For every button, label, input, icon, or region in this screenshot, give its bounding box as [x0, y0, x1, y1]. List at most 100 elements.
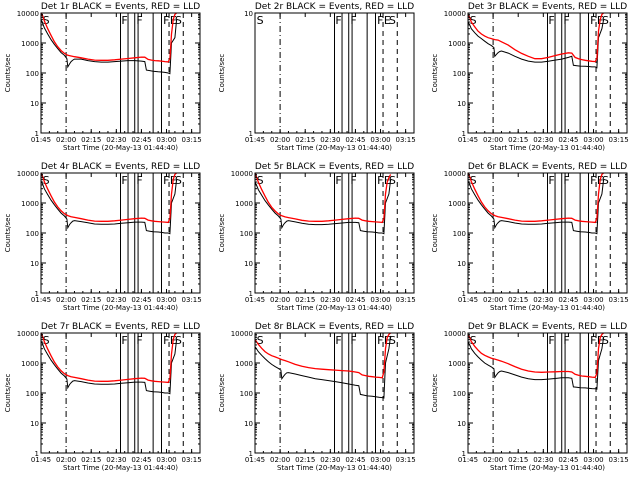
x-tick-label: 03:00 [583, 456, 603, 464]
x-tick-label: 02:45 [131, 296, 151, 304]
event-marker-f: F [377, 174, 383, 187]
chart-title: Det 2r BLACK = Events, RED = LLD [255, 2, 414, 12]
x-tick-label: 03:15 [396, 456, 416, 464]
x-tick-label: 02:45 [558, 136, 578, 144]
event-marker-f: F [121, 334, 127, 347]
chart-title: Det 5r BLACK = Events, RED = LLD [255, 162, 414, 172]
event-marker-f: F [590, 174, 596, 187]
x-tick-label: 02:00 [56, 456, 76, 464]
y-tick-label: 1 [249, 450, 253, 458]
x-tick-label: 02:00 [483, 456, 503, 464]
y-axis-label: Counts/sec [4, 54, 12, 93]
event-marker-s: S [470, 174, 477, 187]
x-tick-label: 01:45 [458, 456, 478, 464]
x-axis-label: Start Time (20-May-13 01:44:40) [63, 144, 178, 152]
lld-series-line [40, 172, 178, 224]
x-tick-label: 01:45 [31, 296, 51, 304]
x-axis-label: Start Time (20-May-13 01:44:40) [490, 304, 605, 312]
x-axis-label: Start Time (20-May-13 01:44:40) [277, 304, 392, 312]
event-marker-f: F [335, 334, 341, 347]
x-tick-label: 03:15 [396, 136, 416, 144]
x-tick-label: 02:15 [295, 296, 315, 304]
y-tick-label: 10 [30, 100, 39, 108]
y-tick-label: 10000 [444, 10, 466, 18]
plot-frame [254, 12, 415, 134]
event-marker-s: S [389, 14, 396, 27]
events-series-line [40, 19, 178, 75]
events-series-line [254, 335, 392, 399]
y-tick-label: 100 [26, 70, 39, 78]
y-axis-label: Counts/sec [431, 54, 439, 93]
y-tick-label: 1 [35, 130, 39, 138]
x-tick-label: 02:30 [533, 136, 553, 144]
lld-series-line [467, 332, 605, 379]
y-tick-label: 10000 [231, 330, 253, 338]
y-tick-label: 1000 [235, 200, 253, 208]
event-marker-s: S [602, 14, 609, 27]
event-marker-f: F [121, 174, 127, 187]
y-tick-label: 1 [249, 290, 253, 298]
event-marker-f: F [548, 334, 554, 347]
x-tick-label: 03:00 [370, 456, 390, 464]
x-tick-label: 02:15 [508, 296, 528, 304]
y-tick-label: 10 [244, 260, 253, 268]
x-tick-label: 02:45 [558, 456, 578, 464]
event-marker-f: F [563, 334, 569, 347]
x-tick-label: 01:45 [458, 296, 478, 304]
event-marker-f: F [335, 174, 341, 187]
x-tick-label: 02:00 [270, 296, 290, 304]
events-series-line [467, 179, 605, 235]
lld-series-line [467, 12, 605, 63]
x-tick-label: 02:45 [345, 136, 365, 144]
x-tick-label: 02:15 [508, 136, 528, 144]
x-tick-label: 03:00 [583, 136, 603, 144]
x-tick-label: 03:00 [370, 296, 390, 304]
event-marker-f: F [136, 334, 142, 347]
x-tick-label: 02:30 [320, 136, 340, 144]
x-tick-label: 02:15 [81, 136, 101, 144]
y-tick-label: 10000 [231, 170, 253, 178]
x-tick-label: 02:15 [508, 456, 528, 464]
event-marker-f: F [350, 334, 356, 347]
x-tick-label: 02:15 [295, 136, 315, 144]
lld-series-line [467, 172, 605, 224]
x-tick-label: 02:45 [131, 136, 151, 144]
event-marker-s: S [602, 174, 609, 187]
x-axis-label: Start Time (20-May-13 01:44:40) [490, 464, 605, 472]
x-tick-label: 02:15 [81, 456, 101, 464]
chart-title: Det 9r BLACK = Events, RED = LLD [468, 322, 627, 332]
y-tick-label: 10 [244, 10, 253, 18]
x-axis-label: Start Time (20-May-13 01:44:40) [277, 464, 392, 472]
y-tick-label: 10 [457, 260, 466, 268]
y-tick-label: 1000 [21, 200, 39, 208]
y-axis-label: Counts/sec [431, 374, 439, 413]
event-marker-f: F [563, 14, 569, 27]
x-tick-label: 03:00 [156, 136, 176, 144]
x-tick-label: 03:15 [182, 296, 202, 304]
chart-title: Det 8r BLACK = Events, RED = LLD [255, 322, 414, 332]
y-tick-label: 10000 [444, 330, 466, 338]
y-tick-label: 1 [462, 290, 466, 298]
x-tick-label: 03:00 [156, 456, 176, 464]
y-tick-label: 10000 [17, 10, 39, 18]
y-tick-label: 1000 [235, 360, 253, 368]
event-marker-f: F [377, 14, 383, 27]
x-tick-label: 02:15 [81, 296, 101, 304]
y-tick-label: 1 [35, 290, 39, 298]
y-axis-label: Counts/sec [218, 54, 226, 93]
y-tick-label: 1000 [21, 360, 39, 368]
x-tick-label: 01:45 [245, 296, 265, 304]
events-series-line [40, 339, 178, 395]
x-tick-label: 01:45 [31, 456, 51, 464]
y-axis-label: Counts/sec [4, 214, 12, 253]
event-marker-s: S [470, 334, 477, 347]
event-marker-s: S [470, 14, 477, 27]
event-marker-f: F [335, 14, 341, 27]
